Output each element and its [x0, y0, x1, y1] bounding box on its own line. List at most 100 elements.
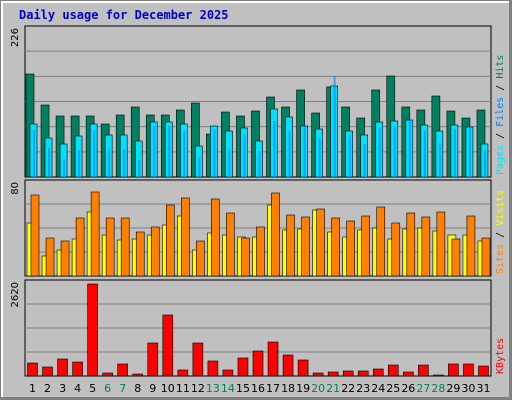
x-tick-label-day-17: 17	[266, 382, 280, 395]
bar-sites-day-25	[391, 222, 401, 277]
bar-kbytes-day-29	[448, 363, 459, 377]
bar-files-day-3	[63, 160, 66, 177]
x-tick-label-day-25: 25	[386, 382, 400, 395]
bar-kbytes-day-25	[387, 364, 399, 377]
x-tick-label-day-29: 29	[446, 382, 460, 395]
x-tick-label-day-14: 14	[221, 382, 235, 395]
bar-sites-day-6	[105, 217, 115, 277]
bar-files-day-7	[123, 149, 126, 177]
bar-sites-day-9	[150, 226, 160, 277]
x-tick-label-day-24: 24	[371, 382, 385, 395]
bar-kbytes-day-21	[327, 371, 339, 377]
x-tick-label-day-27: 27	[416, 382, 430, 395]
bar-files-day-25	[393, 127, 396, 177]
bar-kbytes-day-3	[57, 358, 68, 377]
bar-sites-day-10	[165, 204, 175, 277]
x-tick-label-day-15: 15	[236, 382, 250, 395]
legend-item-pages: Pages	[495, 145, 506, 175]
bar-files-day-12	[198, 157, 201, 177]
bar-files-day-8	[138, 160, 141, 177]
bar-kbytes-day-4	[72, 361, 83, 377]
bar-kbytes-day-15	[237, 357, 249, 377]
bar-kbytes-day-17	[267, 341, 279, 377]
bar-sites-day-21	[331, 217, 340, 277]
bar-kbytes-day-22	[342, 370, 354, 377]
legend-item-visits: Visits	[495, 190, 506, 226]
y-max-label-hits-files-pages: 226	[10, 28, 21, 47]
bar-kbytes-day-16	[252, 350, 264, 377]
legend-hits-files-pages: Pages / Files / Hits	[495, 55, 506, 175]
bar-sites-day-29	[451, 238, 461, 277]
x-tick-label-day-10: 10	[161, 382, 175, 395]
x-tick-label-day-9: 9	[149, 382, 156, 395]
bar-sites-day-13	[211, 198, 220, 277]
bar-sites-day-12	[196, 240, 205, 277]
bar-files-day-14	[228, 149, 231, 177]
legend-item-kbytes: KBytes	[495, 338, 506, 374]
bar-files-day-4	[78, 150, 81, 177]
x-tick-label-day-8: 8	[134, 382, 141, 395]
legend-item-files: Files	[495, 97, 506, 127]
x-tick-label-day-31: 31	[476, 382, 490, 395]
bar-kbytes-day-30	[463, 363, 474, 377]
bar-files-day-24	[378, 127, 381, 177]
bar-files-day-9	[153, 126, 156, 177]
bar-files-day-21	[333, 76, 336, 177]
x-tick-label-day-11: 11	[176, 382, 190, 395]
bar-sites-day-16	[256, 226, 265, 277]
bar-kbytes-day-5	[87, 283, 98, 377]
y-max-label-kbytes: 2620	[10, 282, 21, 307]
x-tick-label-day-19: 19	[296, 382, 310, 395]
bar-kbytes-day-7	[117, 363, 129, 377]
x-tick-label-day-4: 4	[74, 382, 81, 395]
x-tick-label-day-1: 1	[29, 382, 36, 395]
bar-files-day-1	[33, 130, 35, 177]
legend-kbytes: KBytes	[495, 338, 506, 374]
bar-files-day-22	[348, 135, 351, 177]
bar-kbytes-day-31	[478, 365, 489, 377]
x-tick-label-day-3: 3	[59, 382, 66, 395]
x-tick-label-day-2: 2	[44, 382, 51, 395]
bar-files-day-30	[468, 126, 471, 177]
bar-kbytes-day-12	[192, 342, 204, 377]
bar-sites-day-30	[466, 215, 476, 277]
x-tick-label-day-18: 18	[281, 382, 295, 395]
bar-sites-day-26	[406, 212, 416, 277]
bar-sites-day-5	[90, 191, 100, 277]
bar-kbytes-day-23	[357, 370, 369, 377]
x-tick-label-day-20: 20	[311, 382, 325, 395]
bar-files-day-15	[243, 134, 246, 177]
chart-title: Daily usage for December 2025	[19, 8, 229, 22]
bar-kbytes-day-20	[312, 372, 324, 377]
bar-kbytes-day-26	[403, 371, 414, 377]
bar-kbytes-day-28	[433, 374, 444, 377]
bar-kbytes-day-13	[207, 360, 219, 377]
legend-visits-sites: Sites / Visits	[495, 190, 506, 274]
x-tick-label-day-22: 22	[341, 382, 355, 395]
bar-sites-day-23	[361, 215, 371, 277]
bar-files-day-11	[183, 131, 186, 177]
bar-sites-day-18	[286, 214, 295, 277]
bar-sites-day-27	[421, 216, 431, 277]
bar-sites-day-14	[226, 212, 235, 277]
legend-item-hits: Hits	[495, 55, 506, 79]
bar-files-day-13	[213, 130, 216, 177]
bar-kbytes-day-8	[132, 373, 144, 377]
bar-sites-day-8	[135, 231, 145, 277]
bar-kbytes-day-24	[372, 368, 384, 377]
bar-files-day-29	[453, 129, 456, 177]
bar-sites-day-4	[75, 217, 85, 277]
bar-sites-day-7	[120, 217, 130, 277]
y-max-label-visits-sites: 80	[10, 182, 21, 195]
x-tick-label-day-26: 26	[401, 382, 415, 395]
bar-files-day-26	[408, 120, 411, 177]
bar-kbytes-day-9	[147, 342, 159, 377]
bar-sites-day-17	[271, 192, 280, 277]
bar-sites-day-20	[316, 208, 325, 277]
bar-files-day-10	[168, 126, 171, 177]
bar-kbytes-day-2	[42, 366, 53, 377]
bar-kbytes-day-10	[162, 314, 174, 377]
x-tick-label-day-30: 30	[461, 382, 475, 395]
bar-files-day-31	[483, 150, 486, 177]
